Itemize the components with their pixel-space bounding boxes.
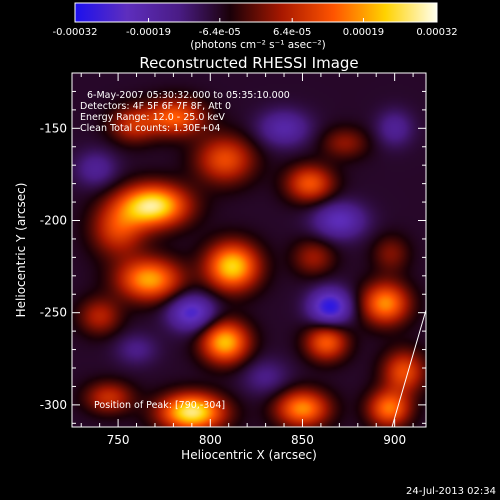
colorbar-tick-label: -0.00032: [53, 27, 98, 38]
x-axis-label: Heliocentric X (arcsec): [181, 448, 317, 462]
y-axis-label: Heliocentric Y (arcsec): [14, 183, 28, 318]
colorbar-tick-label: 0.00032: [416, 27, 457, 38]
colorbar-tick-label: 6.4e-05: [273, 27, 311, 38]
colorbar: [74, 2, 438, 23]
colorbar-unit-label: (photons cm⁻² s⁻¹ asec⁻²): [190, 39, 325, 51]
colorbar-tick-label: -6.4e-05: [199, 27, 241, 38]
axis-ticks: 750 800 850 900 -300 -250 -200 -150: [40, 72, 426, 447]
x-tick-label: 800: [199, 433, 222, 447]
annotation-detectors: Detectors: 4F 5F 6F 7F 8F, Att 0: [80, 101, 231, 112]
x-tick-label: 850: [291, 433, 314, 447]
colorbar-tick-label: 0.00019: [343, 27, 384, 38]
annotation-energy-range: Energy Range: 12.0 - 25.0 keV: [80, 112, 225, 123]
limb-line: [391, 309, 427, 428]
y-tick-label: -200: [40, 214, 67, 228]
heatmap-image: [72, 73, 426, 427]
annotation-time-range: 6-May-2007 05:30:32.000 to 05:35:10.000: [87, 90, 290, 101]
chart-title: Reconstructed RHESSI Image: [139, 54, 358, 72]
y-tick-label: -300: [40, 398, 67, 412]
footer-timestamp: 24-Jul-2013 02:34: [406, 486, 496, 497]
colorbar-tick-label: -0.00019: [126, 27, 171, 38]
x-tick-label: 900: [383, 433, 406, 447]
annotation-block: 6-May-2007 05:30:32.000 to 05:35:10.000 …: [80, 90, 290, 134]
annotation-clean-counts: Clean Total counts: 1.30E+04: [80, 123, 220, 134]
y-tick-label: -150: [40, 121, 67, 135]
colorbar-ticks: -0.00032 -0.00019 -6.4e-05 6.4e-05 0.00019 0.…: [53, 18, 458, 38]
y-tick-label: -250: [40, 306, 67, 320]
x-tick-label: 750: [107, 433, 130, 447]
peak-position-label: Position of Peak: [790,-304]: [94, 400, 225, 411]
plot-frame: [71, 72, 427, 428]
